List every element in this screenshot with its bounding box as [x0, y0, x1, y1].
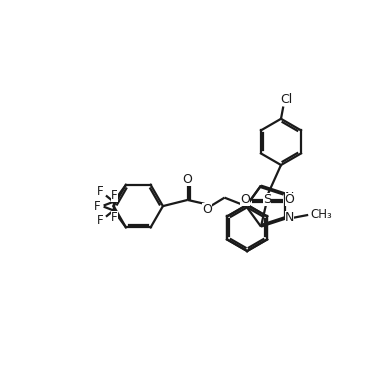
- Text: N: N: [285, 211, 294, 224]
- Text: F: F: [111, 211, 118, 223]
- Text: S: S: [263, 193, 271, 206]
- Text: Cl: Cl: [280, 93, 292, 106]
- Text: CH₃: CH₃: [310, 208, 332, 221]
- Text: O: O: [285, 193, 294, 206]
- Text: F: F: [97, 185, 104, 198]
- Text: O: O: [240, 193, 250, 206]
- Text: O: O: [183, 174, 193, 186]
- Text: F: F: [94, 199, 101, 212]
- Text: N: N: [285, 191, 294, 204]
- Text: F: F: [111, 189, 118, 202]
- Text: O: O: [202, 203, 212, 216]
- Text: F: F: [97, 214, 104, 227]
- Text: F: F: [94, 200, 101, 213]
